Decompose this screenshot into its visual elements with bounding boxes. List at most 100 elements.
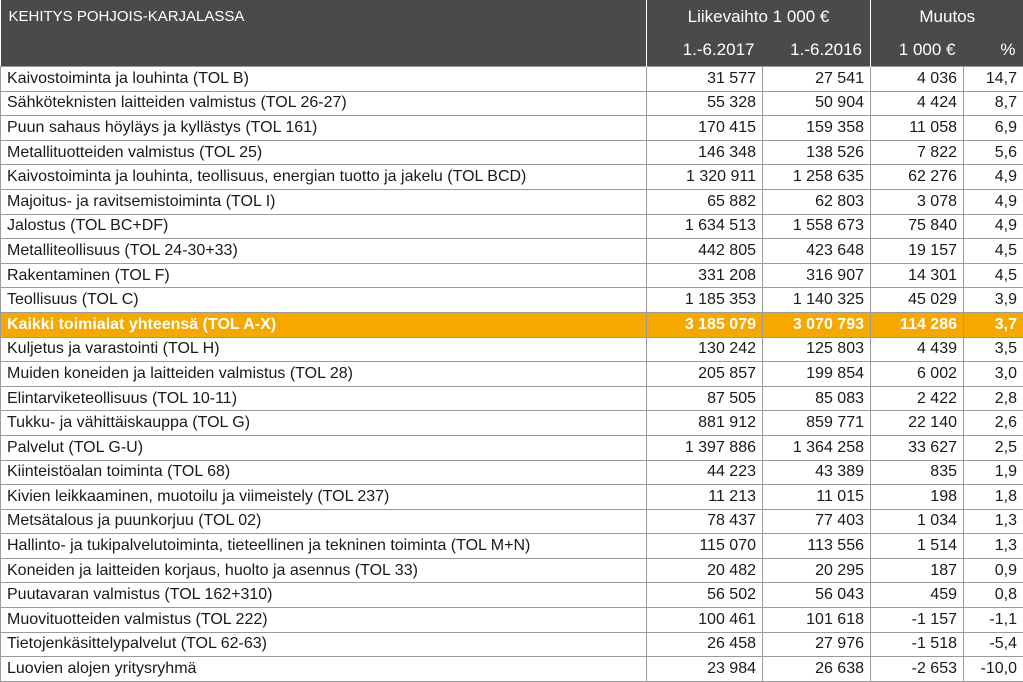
- row-name: Hallinto- ja tukipalvelutoiminta, tietee…: [1, 534, 647, 559]
- table-title: KEHITYS POHJOIS-KARJALASSA: [1, 0, 647, 67]
- cell-2016: 423 648: [763, 239, 871, 264]
- row-name: Muiden koneiden ja laitteiden valmistus …: [1, 362, 647, 387]
- row-name: Elintarviketeollisuus (TOL 10-11): [1, 386, 647, 411]
- cell-change-abs: 6 002: [871, 362, 964, 387]
- cell-change-pct: 1,8: [964, 485, 1023, 510]
- cell-change-pct: 8,7: [964, 91, 1023, 116]
- row-name: Kiinteistöalan toiminta (TOL 68): [1, 460, 647, 485]
- cell-change-abs: 459: [871, 583, 964, 608]
- cell-change-pct: 3,7: [964, 312, 1023, 337]
- cell-2016: 27 976: [763, 632, 871, 657]
- cell-change-abs: 187: [871, 558, 964, 583]
- cell-2017: 56 502: [647, 583, 763, 608]
- row-name: Puun sahaus höyläys ja kyllästys (TOL 16…: [1, 116, 647, 141]
- cell-change-pct: 0,8: [964, 583, 1023, 608]
- row-name: Metallituotteiden valmistus (TOL 25): [1, 140, 647, 165]
- cell-change-abs: 75 840: [871, 214, 964, 239]
- row-name: Rakentaminen (TOL F): [1, 263, 647, 288]
- row-name: Metalliteollisuus (TOL 24-30+33): [1, 239, 647, 264]
- cell-change-pct: 3,9: [964, 288, 1023, 313]
- cell-2016: 113 556: [763, 534, 871, 559]
- cell-change-pct: 2,5: [964, 435, 1023, 460]
- cell-2017: 331 208: [647, 263, 763, 288]
- row-name: Sähköteknisten laitteiden valmistus (TOL…: [1, 91, 647, 116]
- cell-2017: 3 185 079: [647, 312, 763, 337]
- cell-2016: 1 140 325: [763, 288, 871, 313]
- cell-2016: 11 015: [763, 485, 871, 510]
- row-name: Koneiden ja laitteiden korjaus, huolto j…: [1, 558, 647, 583]
- table-row: Majoitus- ja ravitsemistoiminta (TOL I)6…: [1, 189, 1023, 214]
- row-name: Kaivostoiminta ja louhinta, teollisuus, …: [1, 165, 647, 190]
- cell-change-abs: 3 078: [871, 189, 964, 214]
- cell-change-pct: 4,5: [964, 263, 1023, 288]
- cell-2016: 43 389: [763, 460, 871, 485]
- cell-2017: 1 320 911: [647, 165, 763, 190]
- row-name: Palvelut (TOL G-U): [1, 435, 647, 460]
- header-group-change: Muutos: [871, 0, 1023, 34]
- table-row: Tietojenkäsittelypalvelut (TOL 62-63)26 …: [1, 632, 1023, 657]
- cell-2017: 55 328: [647, 91, 763, 116]
- cell-change-abs: 114 286: [871, 312, 964, 337]
- cell-2016: 199 854: [763, 362, 871, 387]
- cell-change-abs: 2 422: [871, 386, 964, 411]
- cell-change-pct: 4,9: [964, 189, 1023, 214]
- cell-change-abs: 4 439: [871, 337, 964, 362]
- cell-2016: 1 558 673: [763, 214, 871, 239]
- cell-2017: 44 223: [647, 460, 763, 485]
- cell-2016: 1 364 258: [763, 435, 871, 460]
- cell-2016: 20 295: [763, 558, 871, 583]
- cell-2016: 50 904: [763, 91, 871, 116]
- cell-2017: 170 415: [647, 116, 763, 141]
- cell-change-pct: 0,9: [964, 558, 1023, 583]
- table-row: Muovituotteiden valmistus (TOL 222)100 4…: [1, 608, 1023, 633]
- cell-change-pct: 4,9: [964, 165, 1023, 190]
- cell-change-pct: 4,9: [964, 214, 1023, 239]
- header-col-abs: 1 000 €: [871, 34, 964, 67]
- cell-2016: 56 043: [763, 583, 871, 608]
- row-name: Tietojenkäsittelypalvelut (TOL 62-63): [1, 632, 647, 657]
- cell-2017: 65 882: [647, 189, 763, 214]
- cell-change-pct: 2,8: [964, 386, 1023, 411]
- cell-change-abs: 45 029: [871, 288, 964, 313]
- table-row: Metallituotteiden valmistus (TOL 25)146 …: [1, 140, 1023, 165]
- cell-change-pct: 6,9: [964, 116, 1023, 141]
- table-row: Kivien leikkaaminen, muotoilu ja viimeis…: [1, 485, 1023, 510]
- cell-2017: 130 242: [647, 337, 763, 362]
- cell-2016: 27 541: [763, 67, 871, 92]
- table-row: Puun sahaus höyläys ja kyllästys (TOL 16…: [1, 116, 1023, 141]
- cell-2017: 78 437: [647, 509, 763, 534]
- cell-2016: 3 070 793: [763, 312, 871, 337]
- cell-2016: 138 526: [763, 140, 871, 165]
- table-row: Koneiden ja laitteiden korjaus, huolto j…: [1, 558, 1023, 583]
- cell-change-abs: 33 627: [871, 435, 964, 460]
- cell-2016: 85 083: [763, 386, 871, 411]
- cell-change-abs: 19 157: [871, 239, 964, 264]
- table-row: Sähköteknisten laitteiden valmistus (TOL…: [1, 91, 1023, 116]
- cell-change-abs: -1 157: [871, 608, 964, 633]
- cell-change-abs: 7 822: [871, 140, 964, 165]
- table-header: KEHITYS POHJOIS-KARJALASSA Liikevaihto 1…: [1, 0, 1023, 67]
- row-name: Teollisuus (TOL C): [1, 288, 647, 313]
- cell-2016: 316 907: [763, 263, 871, 288]
- cell-2017: 115 070: [647, 534, 763, 559]
- cell-change-pct: -1,1: [964, 608, 1023, 633]
- table-row: Kaivostoiminta ja louhinta (TOL B)31 577…: [1, 67, 1023, 92]
- cell-change-abs: 4 036: [871, 67, 964, 92]
- header-col-pct: %: [964, 34, 1023, 67]
- cell-2017: 26 458: [647, 632, 763, 657]
- cell-change-pct: 2,6: [964, 411, 1023, 436]
- cell-2017: 31 577: [647, 67, 763, 92]
- row-name: Kuljetus ja varastointi (TOL H): [1, 337, 647, 362]
- header-col-2017: 1.-6.2017: [647, 34, 763, 67]
- cell-change-pct: 5,6: [964, 140, 1023, 165]
- row-name: Puutavaran valmistus (TOL 162+310): [1, 583, 647, 608]
- table-row: Muiden koneiden ja laitteiden valmistus …: [1, 362, 1023, 387]
- cell-change-pct: 14,7: [964, 67, 1023, 92]
